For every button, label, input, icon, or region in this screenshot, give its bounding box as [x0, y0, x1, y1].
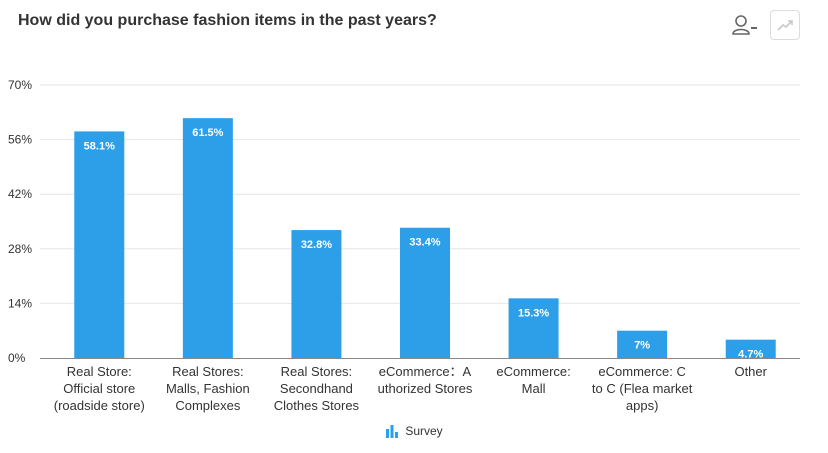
bar [291, 230, 342, 358]
bar [508, 298, 559, 358]
x-tick-label: (roadside store) [54, 398, 145, 413]
x-tick-label: Real Stores: [281, 364, 353, 379]
bar [617, 330, 668, 358]
bar [74, 131, 125, 358]
bar-chart-icon [386, 425, 399, 438]
chart-title: How did you purchase fashion items in th… [18, 12, 437, 29]
legend-label: Survey [405, 424, 443, 438]
x-tick-label: Official store [63, 381, 135, 396]
bar [182, 118, 233, 359]
toolbar [728, 10, 800, 40]
x-tick-label: Clothes Stores [274, 398, 360, 413]
x-tick-label: Malls, Fashion [166, 381, 250, 396]
x-tick-label: Complexes [175, 398, 241, 413]
y-tick-label: 0% [8, 351, 26, 365]
x-tick-label: Other [734, 364, 767, 379]
x-tick-label: Mall [522, 381, 546, 396]
y-tick-label: 42% [8, 187, 32, 201]
data-label: 7% [634, 340, 650, 352]
data-label: 33.4% [409, 237, 440, 249]
y-tick-label: 70% [8, 78, 32, 92]
x-tick-label: Real Store: [67, 364, 132, 379]
x-tick-label: eCommerce: C [598, 364, 685, 379]
y-tick-label: 14% [8, 296, 32, 310]
x-tick-label: uthorized Stores [378, 381, 473, 396]
x-tick-label: Real Stores: [172, 364, 244, 379]
user-icon[interactable] [728, 10, 762, 40]
x-tick-label: eCommerce: [496, 364, 570, 379]
data-label: 61.5% [192, 127, 223, 139]
y-tick-label: 56% [8, 133, 32, 147]
y-tick-label: 28% [8, 242, 32, 256]
data-label: 58.1% [84, 140, 115, 152]
data-label: 4.7% [738, 349, 763, 361]
legend[interactable]: Survey [0, 424, 828, 438]
x-tick-label: eCommerce：A [379, 364, 472, 379]
data-label: 32.8% [301, 239, 332, 251]
bar [725, 339, 776, 358]
data-label: 15.3% [518, 307, 549, 319]
x-tick-label: to C (Flea market [592, 381, 693, 396]
x-tick-label: apps) [626, 398, 659, 413]
trend-line-icon[interactable] [770, 10, 800, 40]
bar [400, 227, 450, 358]
x-tick-label: Secondhand [280, 381, 353, 396]
